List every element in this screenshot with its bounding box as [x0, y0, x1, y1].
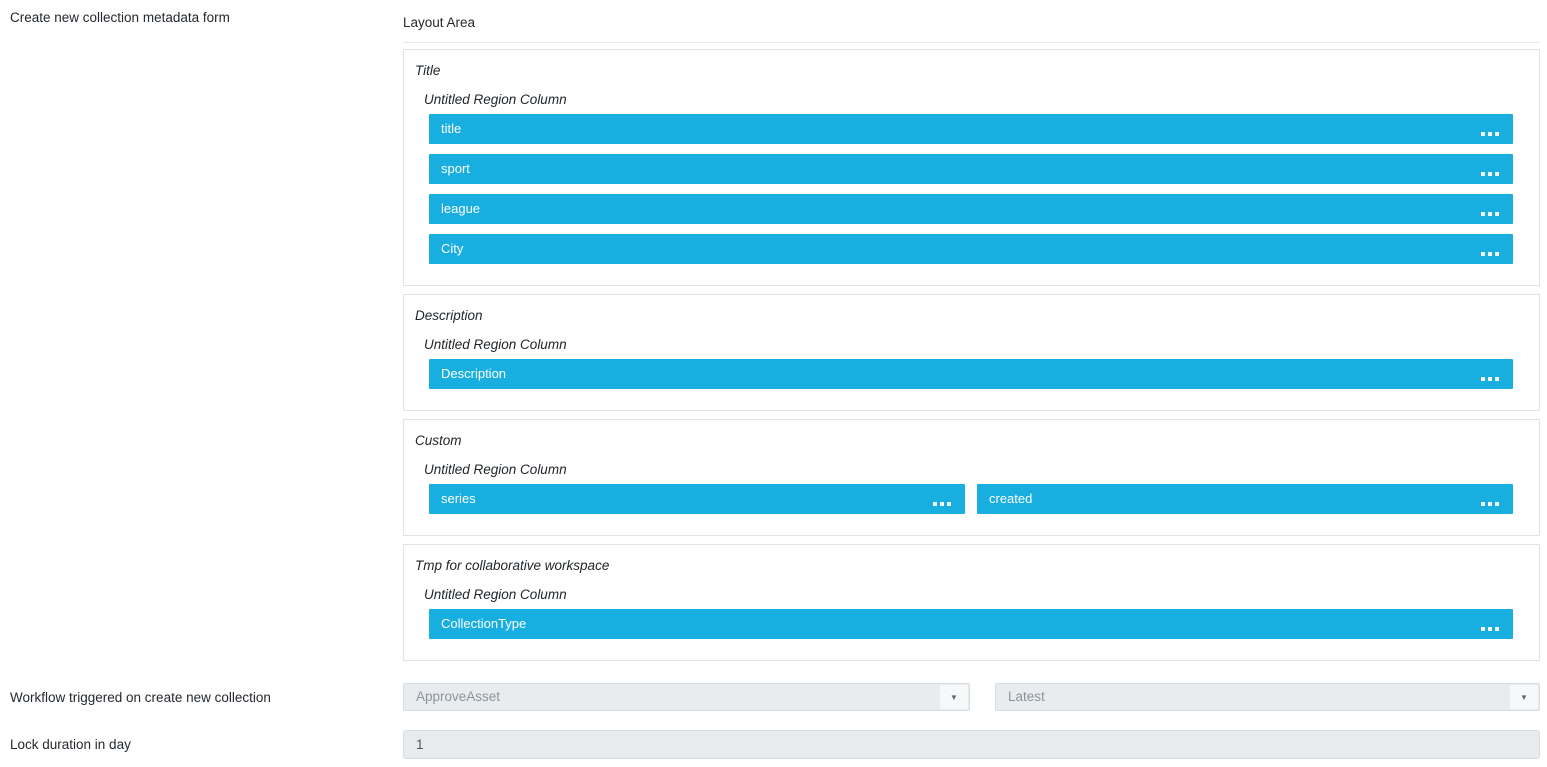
- chevron-down-icon[interactable]: ▼: [1510, 685, 1538, 709]
- region-fields: title sport league City: [429, 114, 1513, 264]
- region-fields: CollectionType: [429, 609, 1513, 639]
- field-bar[interactable]: City: [429, 234, 1513, 264]
- region-column-label: Untitled Region Column: [424, 462, 567, 477]
- workflow-row: Workflow triggered on create new collect…: [0, 683, 1547, 711]
- field-label: league: [441, 201, 481, 216]
- region-column-label: Untitled Region Column: [424, 92, 567, 107]
- chevron-down-icon[interactable]: ▼: [940, 685, 968, 709]
- layout-section: Tmp for collaborative workspace Untitled…: [403, 544, 1540, 661]
- section-title: Description: [415, 308, 483, 323]
- layout-area-row: Create new collection metadata form Layo…: [10, 0, 1540, 661]
- layout-section: Custom Untitled Region Column series cre…: [403, 419, 1540, 536]
- field-label: CollectionType: [441, 616, 527, 631]
- lock-duration-label: Lock duration in day: [10, 737, 131, 752]
- field-bar[interactable]: series: [429, 484, 965, 514]
- field-label: City: [441, 241, 464, 256]
- drag-handle-icon[interactable]: [1481, 502, 1499, 506]
- field-bar[interactable]: CollectionType: [429, 609, 1513, 639]
- layout-section: Description Untitled Region Column Descr…: [403, 294, 1540, 411]
- section-title: Tmp for collaborative workspace: [415, 558, 610, 573]
- section-title: Custom: [415, 433, 462, 448]
- region-fields: series created: [429, 484, 1513, 514]
- drag-handle-icon[interactable]: [1481, 132, 1499, 136]
- lock-duration-input[interactable]: [403, 730, 1540, 759]
- field-label: sport: [441, 161, 470, 176]
- field-bar[interactable]: league: [429, 194, 1513, 224]
- drag-handle-icon[interactable]: [1481, 252, 1499, 256]
- form-section-label: Create new collection metadata form: [10, 10, 230, 25]
- workflow-trigger-label: Workflow triggered on create new collect…: [10, 689, 271, 705]
- drag-handle-icon[interactable]: [1481, 172, 1499, 176]
- drag-handle-icon[interactable]: [933, 502, 951, 506]
- layout-section: Title Untitled Region Column title sport…: [403, 49, 1540, 286]
- region-column-label: Untitled Region Column: [424, 337, 567, 352]
- layout-sections: Title Untitled Region Column title sport…: [403, 49, 1540, 661]
- layout-area: Layout Area Title Untitled Region Column…: [403, 0, 1540, 661]
- layout-area-divider: [403, 42, 1540, 43]
- drag-handle-icon[interactable]: [1481, 627, 1499, 631]
- workflow-version-select[interactable]: Latest ▼: [995, 683, 1540, 711]
- region-fields: Description: [429, 359, 1513, 389]
- layout-area-title: Layout Area: [403, 15, 476, 30]
- field-bar[interactable]: Description: [429, 359, 1513, 389]
- drag-handle-icon[interactable]: [1481, 212, 1499, 216]
- region-column-label: Untitled Region Column: [424, 587, 567, 602]
- workflow-select-value: ApproveAsset: [416, 689, 501, 704]
- field-bar[interactable]: created: [977, 484, 1513, 514]
- section-title: Title: [415, 63, 441, 78]
- field-bar[interactable]: title: [429, 114, 1513, 144]
- field-label: title: [441, 121, 462, 136]
- field-label: Description: [441, 366, 507, 381]
- field-label: created: [989, 491, 1033, 506]
- workflow-version-select-value: Latest: [1008, 689, 1045, 704]
- field-label: series: [441, 491, 476, 506]
- lock-duration-row: Lock duration in day: [0, 730, 1547, 759]
- field-bar[interactable]: sport: [429, 154, 1513, 184]
- workflow-select[interactable]: ApproveAsset ▼: [403, 683, 970, 711]
- drag-handle-icon[interactable]: [1481, 377, 1499, 381]
